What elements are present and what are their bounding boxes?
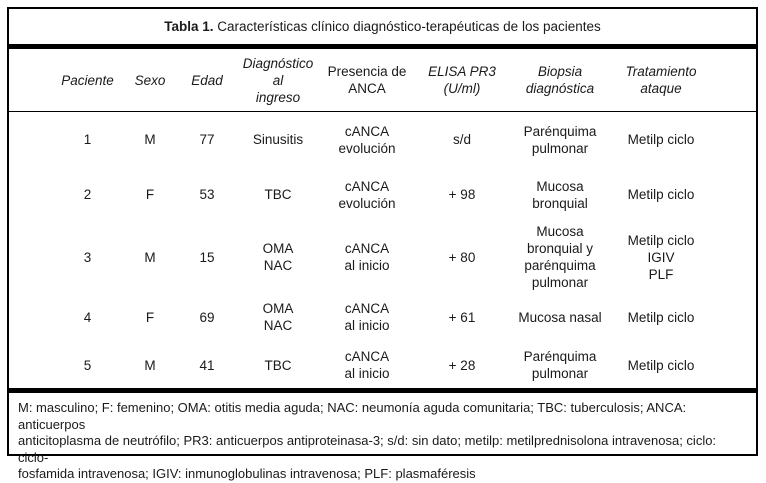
cell-biopsia: Mucosa nasal [518,309,602,325]
cell-edad: 15 [199,249,215,265]
cell-elisa: s/d [452,132,471,147]
table-row: 3 M 15 OMA NAC cANCA al inicio + 80 Muco… [9,222,756,292]
cell-edad: 69 [199,309,215,325]
cell-anca: cANCA al inicio [344,349,390,381]
cell-diagnostico: OMA NAC [262,301,294,333]
cell-diagnostico: Sinusitis [252,132,304,147]
cell-paciente: 2 [83,187,92,202]
column-header-edad: Edad [191,72,223,88]
cell-elisa: + 98 [448,187,476,202]
cell-sexo: F [145,187,155,202]
cell-tratamiento: Metilp ciclo [627,357,695,373]
cell-sexo: M [144,132,156,147]
cell-edad: 77 [199,132,215,147]
footnote-line: fosfamida intravenosa; IGIV: inmunoglobu… [18,466,476,481]
cell-sexo: M [144,357,156,373]
column-header-paciente: Paciente [61,72,114,88]
column-header-biopsia: Biopsia diagnóstica [525,64,595,96]
cell-elisa: + 80 [448,249,476,265]
cell-sexo: F [145,309,155,325]
cell-paciente: 3 [83,249,92,265]
cell-tratamiento: Metilp ciclo [627,132,695,147]
footer-divider [9,388,756,393]
cell-sexo: M [144,249,156,265]
cell-biopsia: Parénquima pulmonar [523,123,597,156]
column-header-elisa: ELISA PR3 (U/ml) [428,64,496,96]
column-header-diagnostico: Diagnóstico al ingreso [242,55,314,105]
cell-tratamiento: Metilp ciclo [627,309,695,325]
cell-anca: cANCA evolución [338,178,396,211]
cell-tratamiento: Metilp ciclo [627,187,695,202]
column-header-tratamiento: Tratamiento ataque [625,64,697,96]
cell-diagnostico: TBC [264,357,292,373]
table-footnote: M: masculino; F: femenino; OMA: otitis m… [9,393,756,483]
column-header-sexo: Sexo [134,72,166,88]
column-header-anca: Presencia de ANCA [327,64,407,96]
cell-biopsia: Parénquima pulmonar [523,349,597,381]
table-frame: Tabla 1. Características clínico diagnós… [7,7,758,481]
cell-anca: cANCA al inicio [344,241,390,273]
cell-paciente: 1 [83,132,92,147]
cell-diagnostico: OMA NAC [262,241,294,273]
table-title-text: Características clínico diagnóstico-tera… [217,19,601,34]
cell-anca: cANCA evolución [338,123,396,156]
table-row: 1 M 77 Sinusitis cANCA evolución s/d Par… [9,112,756,167]
cell-paciente: 5 [83,357,92,373]
cell-biopsia: Mucosa bronquial [532,178,588,211]
table-number-label: Tabla 1. [164,19,214,34]
footnote-line: anticitoplasma de neutrófilo; PR3: antic… [18,433,717,465]
cell-anca: cANCA al inicio [344,301,390,333]
cell-diagnostico: TBC [264,187,292,202]
cell-edad: 53 [199,187,215,202]
table-row: 5 M 41 TBC cANCA al inicio + 28 Parénqui… [9,342,756,388]
cell-edad: 41 [199,357,215,373]
footnote-line: M: masculino; F: femenino; OMA: otitis m… [18,400,687,432]
table-row: 2 F 53 TBC cANCA evolución + 98 Mucosa b… [9,167,756,222]
cell-paciente: 4 [83,309,92,325]
table-row: 4 F 69 OMA NAC cANCA al inicio + 61 Muco… [9,292,756,342]
cell-biopsia: Mucosa bronquial y parénquima pulmonar [524,224,596,290]
cell-tratamiento: Metilp ciclo IGIV PLF [627,232,695,282]
header-row: Paciente Sexo Edad Diagnóstico al ingres… [9,49,756,112]
table-title: Tabla 1. Características clínico diagnós… [9,9,756,49]
cell-elisa: + 28 [448,357,476,373]
cell-elisa: + 61 [448,309,476,325]
